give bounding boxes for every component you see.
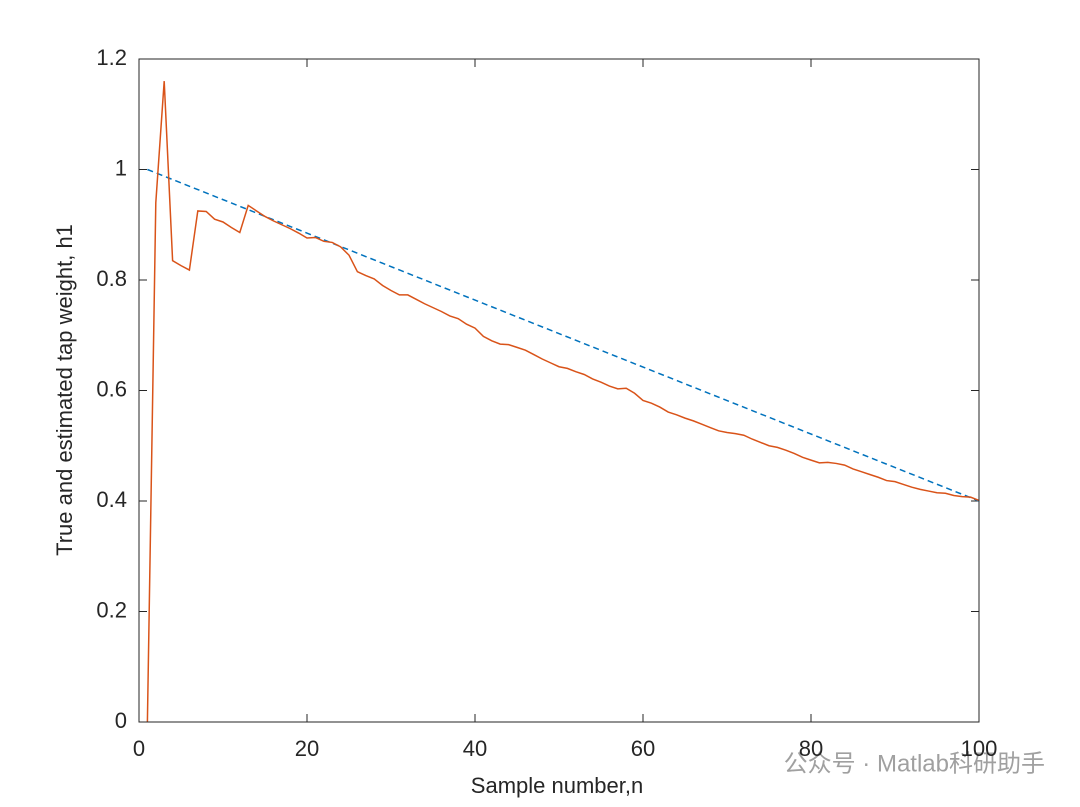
y-tick-label: 1 — [115, 155, 127, 180]
x-tick-label: 40 — [463, 736, 487, 761]
x-tick-label: 60 — [631, 736, 655, 761]
y-tick-label: 0 — [115, 708, 127, 733]
y-tick-label: 0.6 — [96, 376, 127, 401]
y-tick-label: 1.2 — [96, 45, 127, 70]
y-axis-label: True and estimated tap weight, h1 — [52, 224, 77, 556]
x-tick-label: 100 — [961, 736, 998, 761]
x-tick-label: 0 — [133, 736, 145, 761]
x-tick-label: 20 — [295, 736, 319, 761]
y-tick-label: 0.4 — [96, 487, 127, 512]
y-tick-label: 0.8 — [96, 266, 127, 291]
y-tick-label: 0.2 — [96, 597, 127, 622]
axes-box — [138, 58, 980, 723]
watermark: 公众号 · Matlab科研助手 — [784, 750, 1045, 777]
x-axis-label: Sample number,n — [471, 773, 643, 798]
x-tick-label: 80 — [799, 736, 823, 761]
data-line — [146, 81, 980, 723]
